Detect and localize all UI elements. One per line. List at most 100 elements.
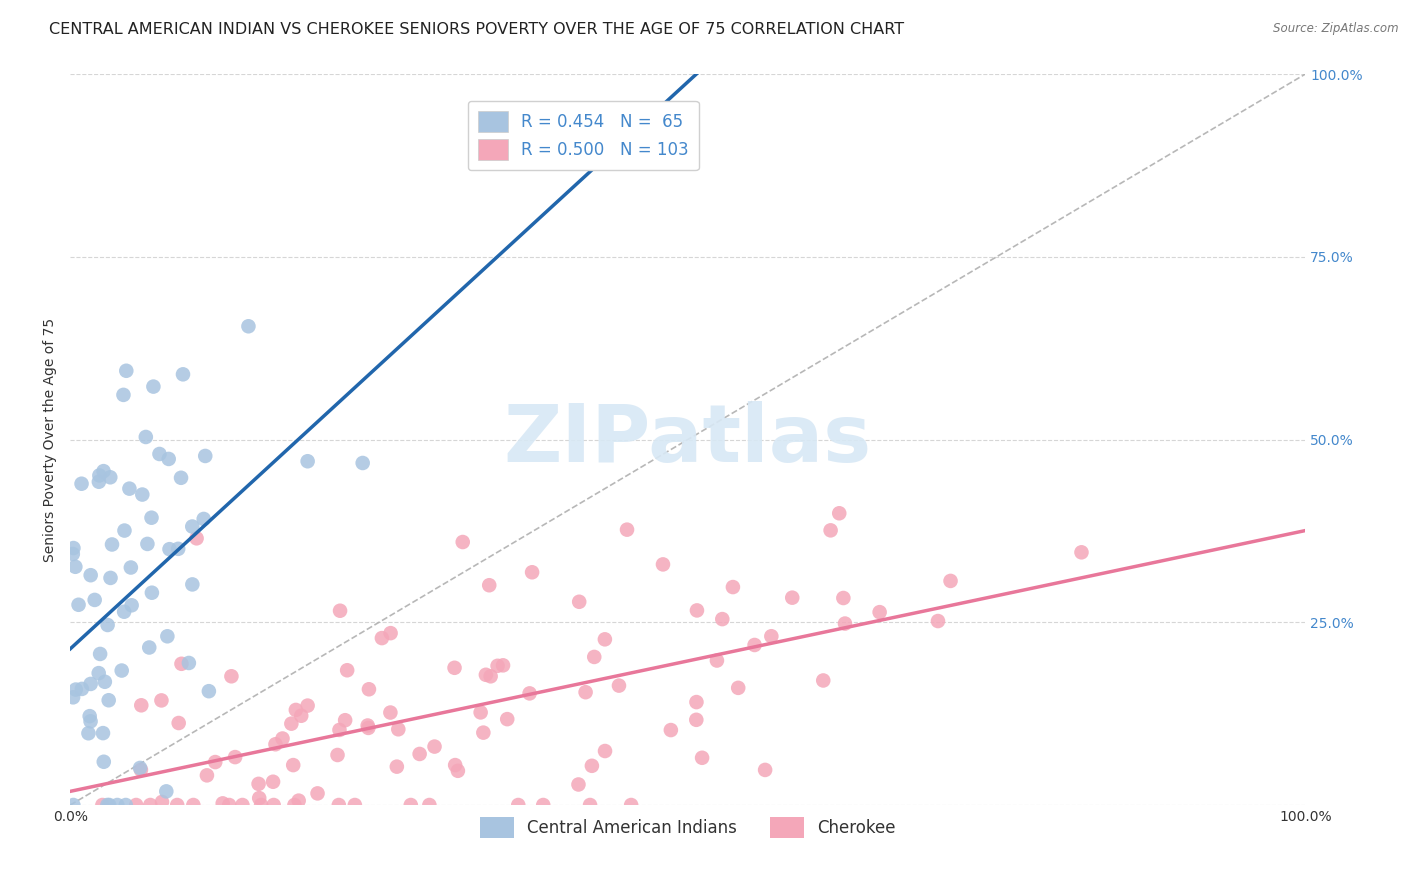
Point [77,726,100,740]
Point [139,797,162,812]
Point [138,640,160,655]
Point [385,759,408,773]
Point [79,714,101,729]
Point [98,470,121,484]
Point [150,795,173,809]
Point [478,578,501,592]
Point [155,784,177,798]
Point [83,593,105,607]
Point [290,708,312,723]
Point [129,761,152,775]
Point [264,737,287,751]
Y-axis label: Seniors Poverty Over the Age of 75: Seniors Poverty Over the Age of 75 [44,318,58,562]
Point [567,777,589,791]
Point [150,693,173,707]
Point [761,629,783,643]
Point [224,750,246,764]
Point [690,751,713,765]
Point [408,747,430,761]
Point [262,774,284,789]
Point [87,475,110,489]
Point [343,797,366,812]
Point [112,388,135,402]
Point [135,430,157,444]
Point [581,759,603,773]
Point [70,476,93,491]
Point [181,577,204,591]
Point [198,684,221,698]
Point [157,452,180,467]
Point [329,604,352,618]
Point [620,797,643,812]
Point [204,755,226,769]
Point [520,566,543,580]
Point [183,797,205,812]
Point [297,698,319,713]
Point [869,605,891,619]
Point [486,658,509,673]
Point [125,797,148,812]
Point [115,364,138,378]
Point [685,713,707,727]
Point [380,706,402,720]
Point [706,653,728,667]
Point [508,797,530,812]
Point [186,532,208,546]
Point [652,558,675,572]
Point [98,797,121,812]
Point [91,797,114,812]
Point [519,686,541,700]
Point [167,716,190,731]
Point [444,758,467,772]
Point [118,482,141,496]
Point [79,677,101,691]
Point [247,791,270,805]
Point [685,695,707,709]
Point [280,716,302,731]
Text: ZIPatlas: ZIPatlas [503,401,872,478]
Point [170,657,193,671]
Point [79,568,101,582]
Point [247,777,270,791]
Point [721,580,744,594]
Point [470,706,492,720]
Point [283,758,305,772]
Point [336,663,359,677]
Point [744,638,766,652]
Point [479,669,502,683]
Point [593,632,616,647]
Point [111,664,134,678]
Point [97,618,120,632]
Point [939,574,962,588]
Point [159,542,181,557]
Point [496,712,519,726]
Point [593,744,616,758]
Point [211,797,233,811]
Point [93,464,115,478]
Point [129,763,152,777]
Point [659,723,682,737]
Point [328,723,350,737]
Point [114,797,136,812]
Point [70,681,93,696]
Point [834,616,856,631]
Point [333,713,356,727]
Point [357,682,380,697]
Point [271,731,294,746]
Point [297,454,319,468]
Point [399,797,422,812]
Point [89,468,111,483]
Point [141,510,163,524]
Point [418,797,440,812]
Point [231,797,253,812]
Point [194,449,217,463]
Point [142,379,165,393]
Point [181,519,204,533]
Point [62,690,84,705]
Point [531,797,554,812]
Point [326,747,349,762]
Point [357,721,380,735]
Point [148,447,170,461]
Point [423,739,446,754]
Point [96,797,118,812]
